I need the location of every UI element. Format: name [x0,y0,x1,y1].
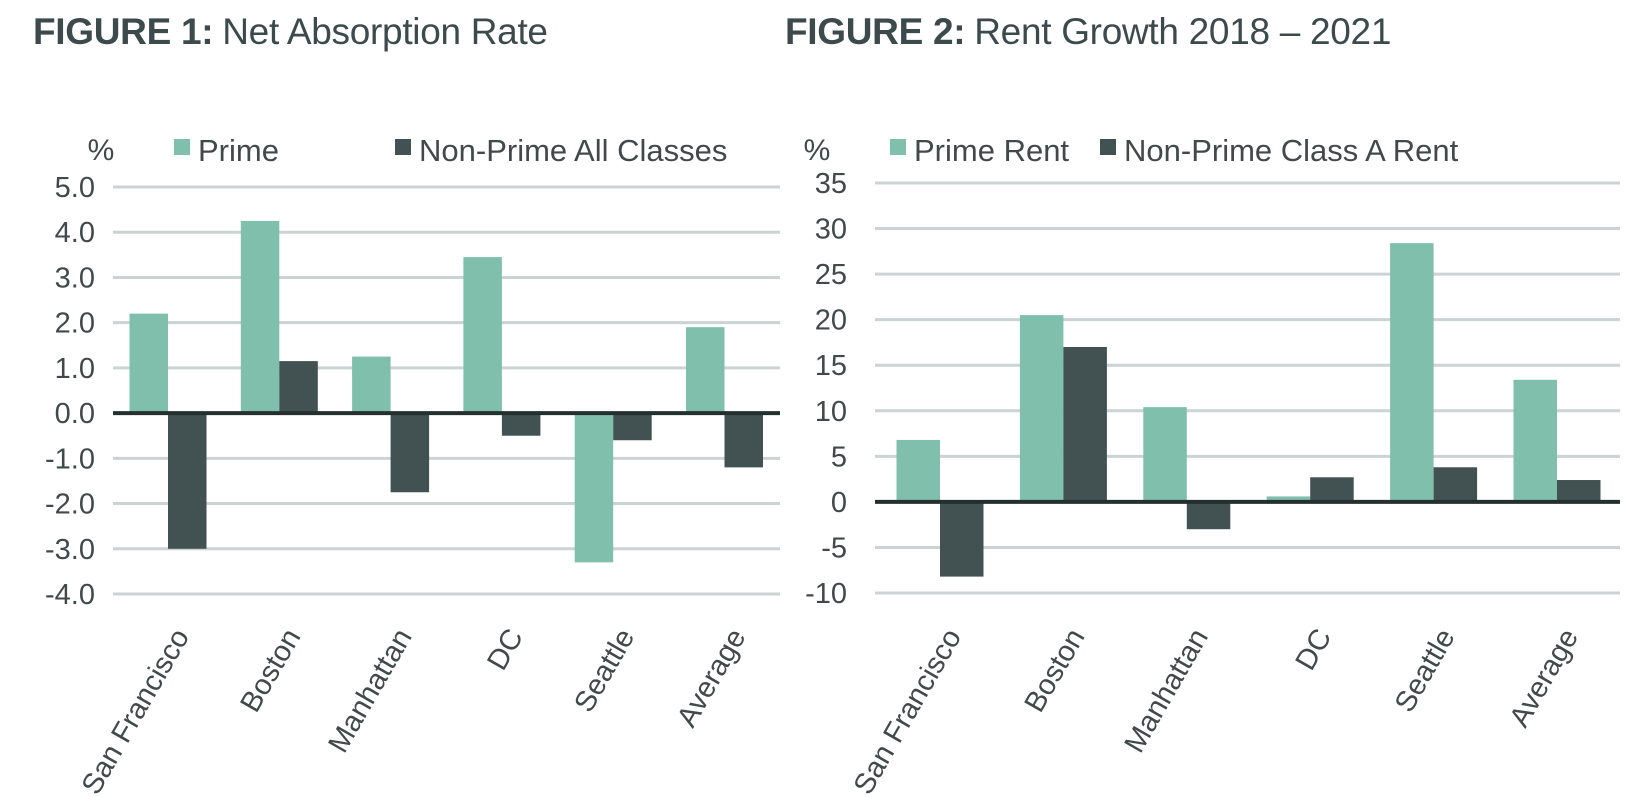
y-axis-unit-label: % [804,134,831,167]
x-category-label-boston: Boston [1019,624,1092,718]
x-category-label-dc: DC [481,624,530,676]
legend-label-prime: Prime [198,133,279,168]
y-tick-label: 3.0 [55,262,95,294]
bar-non-prime-all-classes-manhattan [390,413,430,493]
y-tick-label: 5 [831,441,847,473]
x-category-label-manhattan: Manhattan [1119,624,1215,759]
y-tick-label: 25 [815,259,847,291]
y-tick-label: -1.0 [45,443,95,475]
figure2-title: FIGURE 2: Rent Growth 2018 – 2021 [785,11,1392,53]
bar-prime-dc [463,257,502,414]
y-tick-label: 0 [831,487,847,519]
figure2-title-text: Rent Growth 2018 – 2021 [974,11,1392,52]
bar-non-prime-class-a-rent-seattle [1433,467,1478,502]
bar-non-prime-all-classes-san-francisco [168,413,207,549]
bar-non-prime-class-a-rent-average [1557,480,1601,502]
bar-prime-rent-manhattan [1143,407,1187,502]
bar-non-prime-all-classes-average [724,413,763,468]
legend-label-non-prime-all-classes: Non-Prime All Classes [419,133,727,168]
figure1-title-prefix: FIGURE 1: [33,11,214,52]
y-tick-label: 5.0 [55,172,95,204]
bar-non-prime-all-classes-dc [501,413,541,436]
x-category-label-average: Average [1504,624,1585,733]
y-tick-label: 15 [815,350,847,382]
bar-prime-seattle [574,413,614,563]
bar-non-prime-class-a-rent-boston [1063,347,1107,502]
figure1-net-absorption-chart: % Prime Non-Prime All Classes 5.0 4.0 3.0 2.0 1… [45,133,780,797]
x-category-label-seattle: Seattle [1389,624,1462,718]
x-category-label-average: Average [671,624,752,733]
bar-prime-average [686,327,725,414]
bar-prime-san-francisco [129,313,168,414]
x-category-label-seattle: Seattle [568,624,641,718]
figure2-title-prefix: FIGURE 2: [785,11,966,52]
bar-prime-manhattan [352,356,391,414]
figure1-title-text: Net Absorption Rate [222,11,548,52]
y-tick-label: -3.0 [45,534,95,566]
y-tick-label: 2.0 [55,308,95,340]
y-tick-label: 35 [815,168,847,200]
y-tick-label: -2.0 [45,489,95,521]
x-category-label-dc: DC [1290,624,1339,676]
legend-label-prime-rent: Prime Rent [914,133,1069,168]
bar-non-prime-class-a-rent-dc [1310,477,1354,502]
figure1-title: FIGURE 1: Net Absorption Rate [33,11,548,53]
y-tick-label: -5 [821,532,847,564]
bar-non-prime-class-a-rent-manhattan [1186,501,1231,530]
y-tick-label: 20 [815,305,847,337]
legend-swatch-prime [174,139,190,155]
x-category-label-san-francisco: San Francisco [76,624,196,797]
x-category-label-san-francisco: San Francisco [848,624,968,797]
legend-label-non-prime-class-a-rent: Non-Prime Class A Rent [1124,133,1459,168]
y-tick-label: 4.0 [55,217,95,249]
y-tick-label: -10 [805,578,847,610]
bar-prime-rent-san-francisco [896,439,940,502]
x-category-label-boston: Boston [235,624,308,718]
y-tick-label: 0.0 [55,398,95,430]
bar-non-prime-all-classes-boston [279,361,318,414]
legend-swatch-prime-rent [890,139,906,155]
bar-non-prime-class-a-rent-san-francisco [940,501,984,577]
bar-prime-rent-average [1513,379,1557,502]
y-tick-label: 10 [815,396,847,428]
y-tick-label: 30 [815,214,847,246]
bar-prime-rent-dc [1266,496,1311,502]
y-axis-unit-label: % [88,134,115,167]
x-category-label-manhattan: Manhattan [322,624,418,759]
legend-swatch-non-prime-class-a-rent [1100,139,1116,155]
legend-swatch-non-prime-all-classes [395,139,411,155]
bar-non-prime-all-classes-seattle [613,413,652,441]
bar-prime-rent-seattle [1390,243,1434,502]
figure2-rent-growth-chart: % Prime Rent Non-Prime Class A Rent 35 30 25 2… [804,133,1620,797]
bar-prime-boston [240,220,280,414]
y-tick-label: 1.0 [55,353,95,385]
y-tick-label: -4.0 [45,579,95,611]
bar-prime-rent-boston [1019,315,1064,502]
